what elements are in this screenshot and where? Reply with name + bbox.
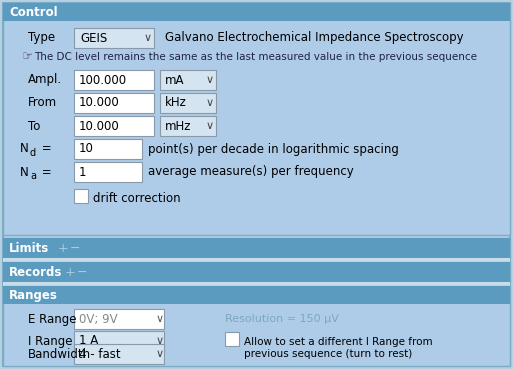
- Text: −: −: [77, 266, 88, 279]
- Text: 10.000: 10.000: [79, 97, 120, 110]
- Text: GEIS: GEIS: [80, 31, 107, 45]
- Text: 10: 10: [79, 142, 94, 155]
- Text: ∨: ∨: [206, 121, 214, 131]
- Bar: [160, 116, 216, 136]
- Bar: [74, 70, 154, 90]
- Bar: [160, 70, 216, 90]
- Bar: [3, 262, 510, 282]
- Text: Galvano Electrochemical Impedance Spectroscopy: Galvano Electrochemical Impedance Spectr…: [165, 31, 464, 45]
- Text: ☞: ☞: [22, 51, 33, 63]
- Text: +: +: [58, 241, 69, 255]
- Text: ∨: ∨: [206, 98, 214, 108]
- Text: ∨: ∨: [206, 75, 214, 85]
- Text: a: a: [30, 171, 36, 181]
- Text: mHz: mHz: [165, 120, 191, 132]
- Text: The DC level remains the same as the last measured value in the previous sequenc: The DC level remains the same as the las…: [34, 52, 477, 62]
- Text: ∨: ∨: [156, 314, 164, 324]
- Text: Bandwidth: Bandwidth: [28, 348, 91, 361]
- Bar: [74, 93, 154, 113]
- Bar: [74, 116, 154, 136]
- Text: mA: mA: [165, 73, 185, 86]
- Text: Limits: Limits: [9, 241, 49, 255]
- Text: =: =: [38, 166, 52, 179]
- Bar: [160, 93, 216, 113]
- Text: 1 A: 1 A: [79, 335, 98, 348]
- Text: Resolution = 150 μV: Resolution = 150 μV: [225, 314, 339, 324]
- Text: Ranges: Ranges: [9, 289, 58, 301]
- Text: To: To: [28, 120, 41, 132]
- Bar: [74, 28, 154, 48]
- Text: I Range: I Range: [28, 335, 72, 348]
- Bar: [3, 238, 510, 258]
- Bar: [3, 238, 510, 258]
- Bar: [74, 309, 164, 329]
- Bar: [3, 3, 510, 21]
- Text: ∨: ∨: [144, 33, 152, 43]
- Bar: [3, 262, 510, 282]
- Text: 10.000: 10.000: [79, 120, 120, 132]
- Text: point(s) per decade in logarithmic spacing: point(s) per decade in logarithmic spaci…: [148, 142, 399, 155]
- Text: 100.000: 100.000: [79, 73, 127, 86]
- Bar: [3, 3, 510, 235]
- Text: ∨: ∨: [156, 336, 164, 346]
- Text: d: d: [30, 148, 36, 158]
- Text: −: −: [70, 241, 81, 255]
- Bar: [74, 331, 164, 351]
- Text: From: From: [28, 97, 57, 110]
- Bar: [74, 139, 142, 159]
- Text: kHz: kHz: [165, 97, 187, 110]
- Text: Control: Control: [9, 6, 57, 18]
- Text: 1: 1: [79, 166, 87, 179]
- Text: Type: Type: [28, 31, 55, 45]
- Text: =: =: [38, 142, 52, 155]
- Bar: [3, 286, 510, 366]
- Text: N: N: [20, 142, 29, 155]
- Text: N: N: [20, 166, 29, 179]
- Bar: [3, 282, 510, 286]
- Text: E Range: E Range: [28, 313, 76, 325]
- Bar: [3, 258, 510, 262]
- Text: Allow to set a different I Range from
previous sequence (turn to rest): Allow to set a different I Range from pr…: [244, 337, 432, 359]
- Text: Records: Records: [9, 266, 63, 279]
- Bar: [74, 189, 88, 203]
- Bar: [3, 286, 510, 304]
- Text: 0V; 9V: 0V; 9V: [79, 313, 117, 325]
- Text: drift correction: drift correction: [93, 192, 181, 204]
- Bar: [74, 162, 142, 182]
- Bar: [225, 332, 239, 346]
- Text: 4 - fast: 4 - fast: [79, 348, 121, 361]
- Text: ∨: ∨: [156, 349, 164, 359]
- Text: average measure(s) per frequency: average measure(s) per frequency: [148, 166, 354, 179]
- Bar: [74, 344, 164, 364]
- Text: Ampl.: Ampl.: [28, 73, 62, 86]
- Text: +: +: [65, 266, 75, 279]
